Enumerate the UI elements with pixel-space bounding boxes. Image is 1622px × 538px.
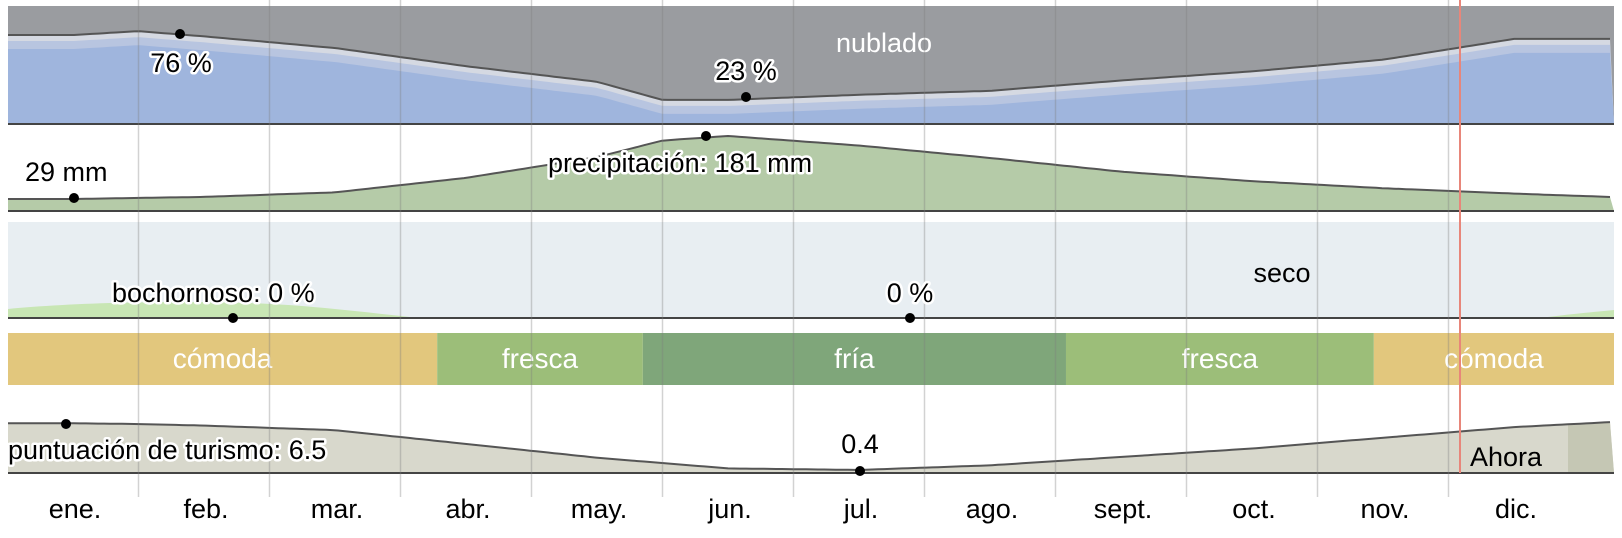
month-label-5: jun. bbox=[707, 494, 752, 524]
cloud-clear-area bbox=[8, 45, 1614, 124]
temperature-segment-label-3: fresca bbox=[1182, 343, 1259, 374]
precipitation-max-prefix: precipitación: bbox=[548, 148, 707, 178]
temperature-segment-0 bbox=[8, 333, 438, 385]
precipitation-area bbox=[8, 136, 1614, 211]
cloud-label: nublado bbox=[836, 28, 932, 58]
cloud-panel: nublado bbox=[8, 6, 1614, 125]
month-label-0: ene. bbox=[49, 494, 102, 524]
month-label-9: oct. bbox=[1232, 494, 1276, 524]
tourism-panel bbox=[8, 421, 1614, 474]
humidity-min-dot bbox=[905, 313, 915, 323]
tourism-max-value: 6.5 bbox=[289, 435, 327, 465]
month-label-10: nov. bbox=[1360, 494, 1409, 524]
humidity-max-label: bochornoso: 0 % bbox=[112, 278, 315, 308]
now-label: Ahora bbox=[1470, 442, 1543, 472]
temperature-segment-4 bbox=[1373, 333, 1614, 385]
cloud-min-dot bbox=[741, 92, 751, 102]
temperature-segment-3 bbox=[1065, 333, 1374, 385]
humidity-muggy-right bbox=[1540, 310, 1614, 318]
cloud-max-label: 76 % bbox=[150, 48, 212, 78]
humidity-max-prefix: bochornoso: bbox=[112, 278, 261, 308]
humidity-label: seco bbox=[1253, 258, 1310, 288]
month-label-7: ago. bbox=[966, 494, 1019, 524]
temperature-segment-label-0: cómoda bbox=[173, 343, 273, 374]
temperature-segment-2 bbox=[642, 333, 1066, 385]
precipitation-panel bbox=[8, 134, 1614, 212]
tourism-line bbox=[8, 421, 1611, 471]
month-label-1: feb. bbox=[183, 494, 228, 524]
tourism-min-label: 0.4 bbox=[841, 429, 879, 459]
cloud-max-dot bbox=[175, 29, 185, 39]
humidity-min-label: 0 % bbox=[887, 278, 934, 308]
month-label-4: may. bbox=[571, 494, 628, 524]
precipitation-max-dot bbox=[701, 131, 711, 141]
month-label-3: abr. bbox=[445, 494, 490, 524]
annotations: 76 % 23 % 29 mm precipitación: 181 mm bo… bbox=[6, 29, 936, 476]
humidity-dry-bg bbox=[8, 222, 1614, 318]
tourism-max-label: puntuación de turismo: 6.5 bbox=[8, 435, 326, 465]
precipitation-min-label: 29 mm bbox=[25, 157, 108, 187]
precipitation-line bbox=[8, 134, 1611, 200]
tourism-max-dot bbox=[61, 419, 71, 429]
temperature-segment-1 bbox=[437, 333, 643, 385]
cloud-line bbox=[8, 30, 1610, 101]
tourism-area bbox=[8, 422, 1614, 473]
humidity-max-value: 0 % bbox=[268, 278, 315, 308]
month-label-11: dic. bbox=[1495, 494, 1537, 524]
temperature-band: cómoda fresca fría fresca cómoda bbox=[8, 333, 1614, 385]
month-gridlines bbox=[137, 0, 1450, 497]
month-label-8: sept. bbox=[1094, 494, 1153, 524]
tourism-min-dot bbox=[855, 466, 865, 476]
month-axis: ene. feb. mar. abr. may. jun. jul. ago. sept. oct… bbox=[49, 494, 1537, 524]
humidity-max-dot bbox=[228, 313, 238, 323]
precipitation-max-value: 181 mm bbox=[715, 148, 813, 178]
temperature-segment-label-1: fresca bbox=[502, 343, 579, 374]
precipitation-min-dot bbox=[69, 193, 79, 203]
month-label-2: mar. bbox=[311, 494, 364, 524]
month-label-6: jul. bbox=[843, 494, 879, 524]
humidity-panel: seco bbox=[8, 222, 1614, 319]
cloud-min-label: 23 % bbox=[715, 56, 777, 86]
humidity-muggy-left bbox=[8, 301, 420, 318]
tourism-max-prefix: puntuación de turismo: bbox=[8, 435, 281, 465]
precipitation-max-label: precipitación: 181 mm bbox=[548, 148, 812, 178]
temperature-segment-label-2: fría bbox=[834, 343, 875, 374]
tourism-area-current bbox=[1568, 422, 1614, 473]
